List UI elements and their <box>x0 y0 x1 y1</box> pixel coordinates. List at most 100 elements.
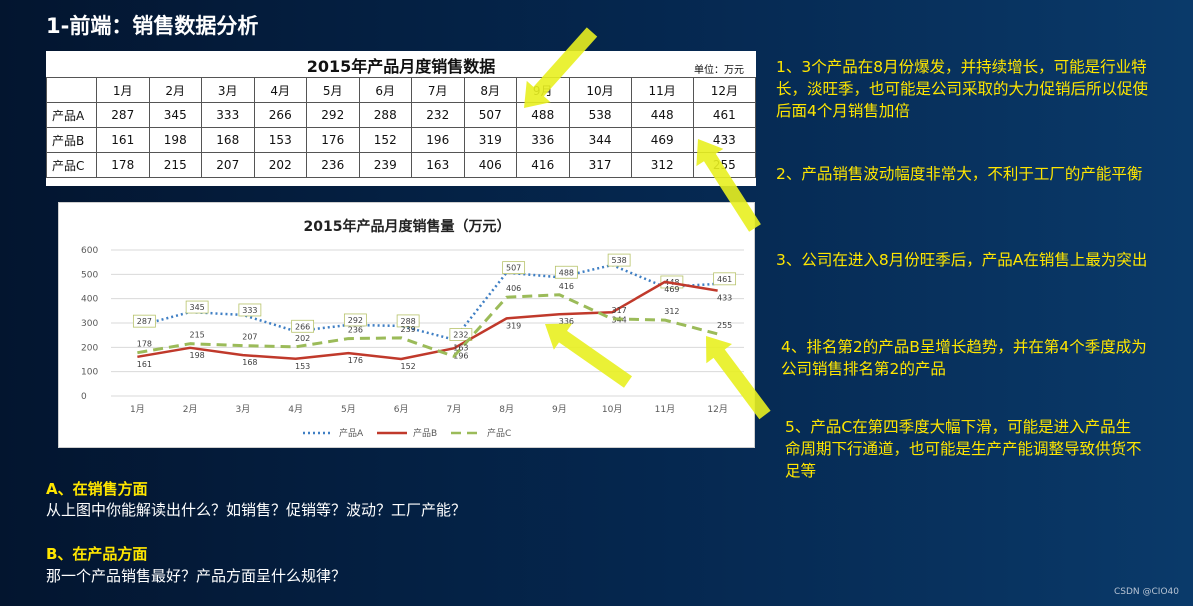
table-cell: 207 <box>201 152 255 178</box>
series-line-产品A <box>137 263 718 341</box>
data-label: 416 <box>559 282 574 291</box>
data-label-box <box>607 253 631 267</box>
table-month-header: 12月 <box>692 77 757 103</box>
table-cell: 344 <box>568 127 632 153</box>
table-cell: 152 <box>358 127 412 153</box>
table-cell: 236 <box>306 152 360 178</box>
table-cell: 161 <box>96 127 150 153</box>
table-cell: 202 <box>253 152 307 178</box>
data-label-box <box>185 300 209 314</box>
data-label-box <box>396 314 420 328</box>
table-cell: 176 <box>306 127 360 153</box>
table-cell: 312 <box>630 152 694 178</box>
data-label-box <box>132 314 156 328</box>
data-label: 333 <box>242 306 257 315</box>
table-cell: 168 <box>201 127 255 153</box>
table-month-header: 2月 <box>148 77 202 103</box>
note-2: 2、产品销售波动幅度非常大，不利于工厂的产能平衡 <box>776 165 1143 183</box>
table-cell: 406 <box>463 152 517 178</box>
data-label: 207 <box>242 333 257 342</box>
table-row-label: 产品A <box>46 102 97 128</box>
data-label: 292 <box>348 316 363 325</box>
data-label: 202 <box>295 334 310 343</box>
data-label: 239 <box>400 325 415 334</box>
table-cell: 507 <box>463 102 517 128</box>
data-label: 266 <box>295 322 310 331</box>
table-cell: 317 <box>568 152 632 178</box>
table-cell: 215 <box>148 152 202 178</box>
table-cell: 232 <box>411 102 465 128</box>
table-header-row: 1月 2月 3月 4月 5月 6月 7月 8月 9月 10月 11月 12月 <box>46 77 757 103</box>
x-tick-label: 1月 <box>130 404 145 415</box>
table-month-header: 11月 <box>630 77 694 103</box>
data-label: 198 <box>189 351 204 360</box>
data-label: 236 <box>348 326 363 335</box>
table-corner-cell <box>46 77 97 103</box>
section-a-title: A、在销售方面 <box>46 480 148 498</box>
y-tick-label: 300 <box>81 319 98 329</box>
y-tick-label: 0 <box>81 392 87 402</box>
x-tick-label: 8月 <box>499 404 514 415</box>
table-cell: 416 <box>516 152 570 178</box>
table-cell: 448 <box>630 102 694 128</box>
data-label-box <box>238 303 262 317</box>
note-3: 3、公司在进入8月份旺季后，产品A在销售上最为突出 <box>776 251 1148 269</box>
data-label: 319 <box>506 321 521 330</box>
table-row: 产品A 287 345 333 266 292 288 232 507 488 538 448 461 <box>46 102 757 128</box>
data-label-box <box>502 261 526 275</box>
table-cell: 319 <box>463 127 517 153</box>
data-label: 488 <box>559 268 574 277</box>
data-label: 345 <box>189 303 204 312</box>
table-row-label: 产品B <box>46 127 97 153</box>
table-cell: 433 <box>692 127 757 153</box>
x-tick-label: 9月 <box>552 404 567 415</box>
data-label: 163 <box>453 343 468 352</box>
table-month-header: 8月 <box>463 77 517 103</box>
legend-label: 产品C <box>487 427 511 439</box>
table-month-header: 7月 <box>411 77 465 103</box>
y-tick-label: 600 <box>81 246 98 256</box>
y-tick-label: 200 <box>81 343 98 353</box>
table-cell: 461 <box>692 102 757 128</box>
x-tick-label: 2月 <box>183 404 198 415</box>
data-label: 161 <box>137 360 152 369</box>
table-title: 2015年产品月度销售数据 <box>306 57 496 76</box>
data-label: 469 <box>664 285 679 294</box>
table-cell: 163 <box>411 152 465 178</box>
data-label: 176 <box>348 356 363 365</box>
credit-watermark: CSDN @CIO40 <box>1114 587 1179 597</box>
x-tick-label: 4月 <box>288 404 303 415</box>
table-cell: 239 <box>358 152 412 178</box>
section-b-body: 那一个产品销售最好？产品方面呈什么规律？ <box>46 567 347 585</box>
table-cell: 469 <box>630 127 694 153</box>
data-label: 317 <box>611 306 626 315</box>
table-month-header: 4月 <box>253 77 307 103</box>
x-tick-label: 12月 <box>707 404 727 415</box>
line-chart: 2015年产品月度销售量（万元） 0 100 200 300 400 500 600 1月 2月 3… <box>81 218 744 439</box>
table-cell: 288 <box>358 102 412 128</box>
data-label: 507 <box>506 264 521 273</box>
table-cell: 336 <box>516 127 570 153</box>
table-cell: 538 <box>568 102 632 128</box>
series-line-产品B <box>137 280 718 361</box>
table-cell: 178 <box>96 152 150 178</box>
table-cell: 255 <box>692 152 757 178</box>
table-month-header: 6月 <box>358 77 412 103</box>
data-label: 287 <box>137 317 152 326</box>
note-5: 5、产品C在第四季度大幅下滑，可能是进入产品生命周期下行通道，也可能是生产产能调… <box>785 418 1142 480</box>
table-cell: 198 <box>148 127 202 153</box>
table-row: 产品B 161 198 168 153 176 152 196 319 336 344 469 433 <box>46 127 757 153</box>
data-label: 406 <box>506 284 521 293</box>
x-tick-label: 7月 <box>447 404 462 415</box>
table-cell: 287 <box>96 102 150 128</box>
data-label: 196 <box>453 351 468 360</box>
data-label: 215 <box>189 331 204 340</box>
data-label: 168 <box>242 358 257 367</box>
chart-title: 2015年产品月度销售量（万元） <box>304 218 511 235</box>
legend-label: 产品A <box>339 427 364 439</box>
legend-label: 产品B <box>413 427 437 439</box>
data-label-box <box>449 328 473 341</box>
table-cell: 266 <box>253 102 307 128</box>
y-tick-label: 100 <box>81 368 98 378</box>
table-month-header: 9月 <box>516 77 570 103</box>
